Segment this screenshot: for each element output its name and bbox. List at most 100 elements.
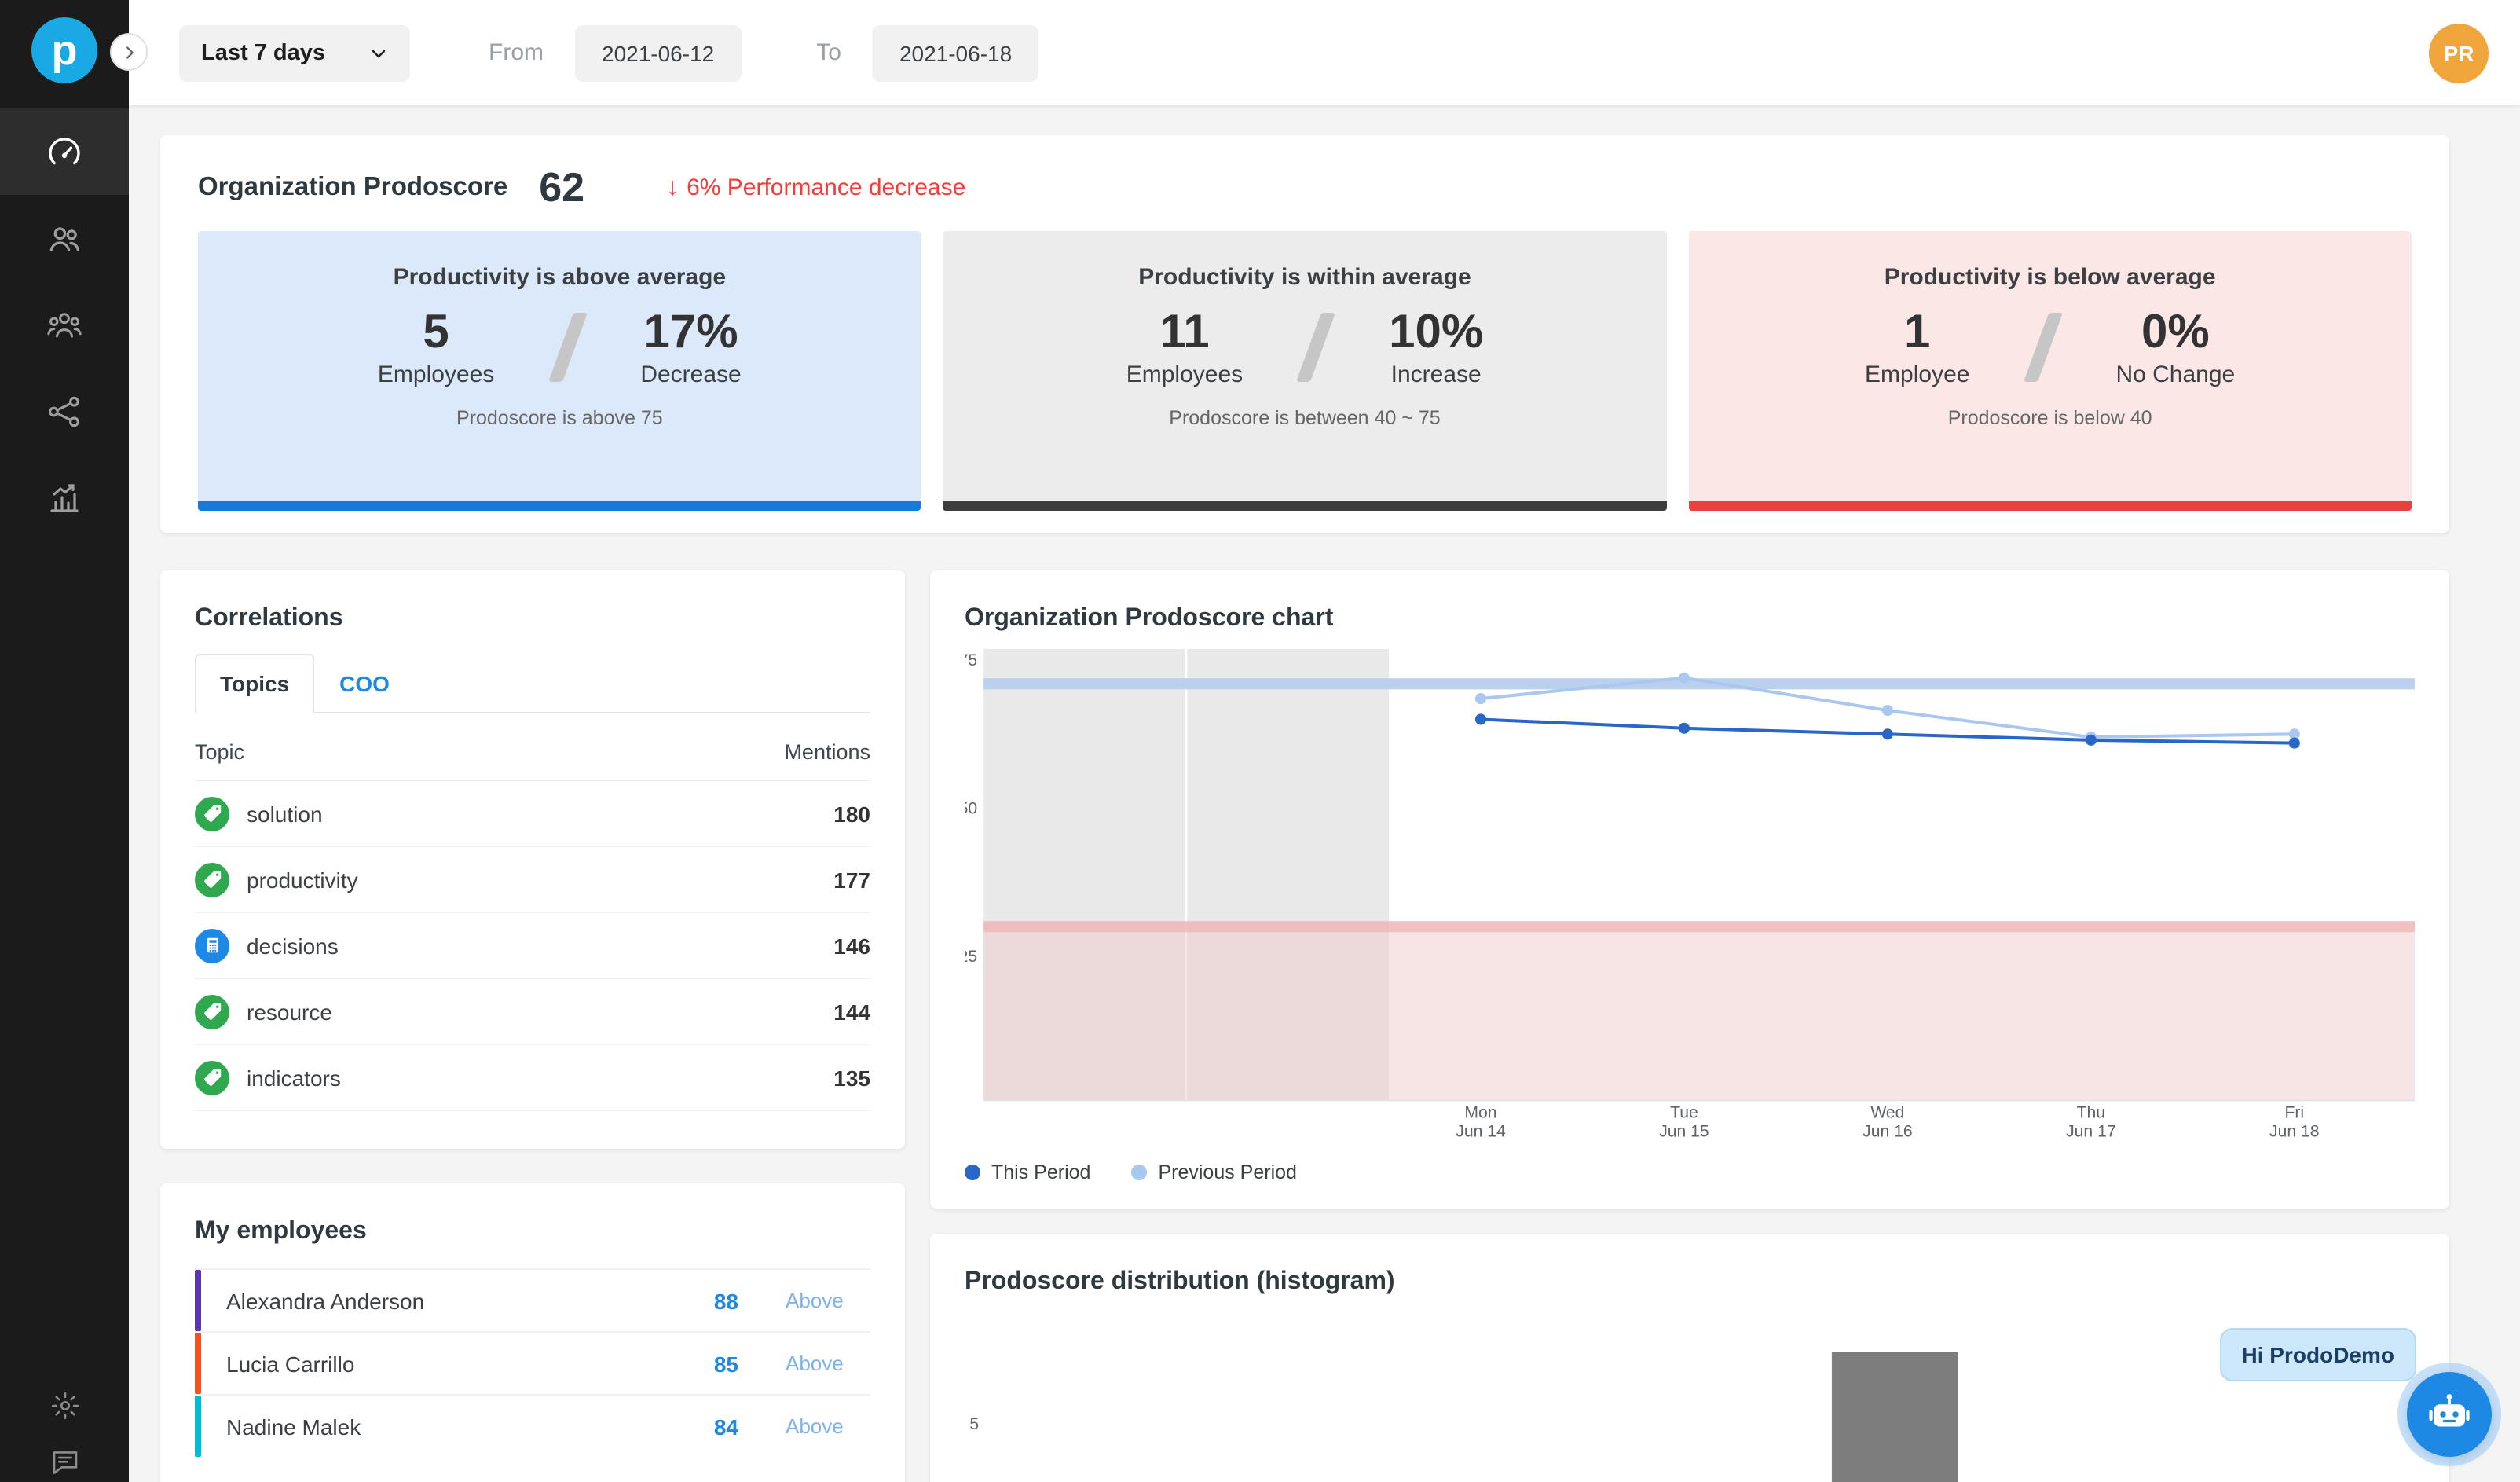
sidebar-bottom <box>0 1389 129 1479</box>
sidebar-item-teams[interactable] <box>0 281 129 368</box>
employee-score: 84 <box>713 1414 738 1439</box>
tag-icon <box>195 796 229 831</box>
topic-name: decisions <box>247 933 339 958</box>
robot-icon <box>2424 1389 2474 1440</box>
employee-name: Alexandra Anderson <box>226 1288 425 1313</box>
chevron-right-icon <box>120 43 137 61</box>
panel-footnote: Prodoscore is above 75 <box>456 407 663 429</box>
sidebar-item-analytics[interactable] <box>0 454 129 541</box>
topic-name: solution <box>247 801 323 826</box>
employee-count-label: Employees <box>1126 361 1244 388</box>
panel-title: Productivity is below average <box>1884 264 2216 291</box>
panel-footnote: Prodoscore is between 40 ~ 75 <box>1169 407 1441 429</box>
employee-color-bar <box>195 1333 201 1394</box>
topic-row[interactable]: resource 144 <box>195 979 870 1045</box>
svg-text:Jun 14: Jun 14 <box>1456 1123 1506 1141</box>
employees-list: Alexandra Anderson 88 Above Lucia Carrillo 8… <box>195 1268 870 1457</box>
histogram-card: Prodoscore distribution (histogram) 5 <box>930 1234 2449 1482</box>
employee-score: 88 <box>713 1288 738 1313</box>
topic-row[interactable]: solution 180 <box>195 781 870 847</box>
employee-count: 1 <box>1904 306 1931 358</box>
app-logo[interactable]: p <box>31 17 97 83</box>
employee-name: Nadine Malek <box>226 1414 361 1439</box>
from-label: From <box>489 39 544 66</box>
to-label: To <box>816 39 841 66</box>
slash-divider <box>1296 313 1336 382</box>
topic-mentions: 177 <box>833 867 870 892</box>
employee-status: Above <box>786 1352 844 1375</box>
chat-widget-button[interactable] <box>2407 1372 2492 1457</box>
gear-icon <box>48 1389 81 1422</box>
users-icon <box>46 219 83 257</box>
productivity-panel-red: Productivity is below average 1 Employee 0%… <box>1688 231 2412 511</box>
prodoscore-histogram-chart[interactable]: 5 <box>965 1313 2415 1482</box>
percent-value: 17% <box>643 306 738 358</box>
employee-row[interactable]: Alexandra Anderson 88 Above <box>195 1268 870 1331</box>
svg-text:Jun 16: Jun 16 <box>1863 1123 1912 1141</box>
tab-topics[interactable]: Topics <box>195 654 315 713</box>
percent-value: 10% <box>1389 306 1484 358</box>
svg-text:Jun 18: Jun 18 <box>2269 1123 2319 1141</box>
svg-text:Mon: Mon <box>1464 1104 1496 1122</box>
productivity-panels: Productivity is above average 5 Employees 1… <box>198 231 2412 511</box>
topic-mentions: 135 <box>833 1065 870 1090</box>
legend-item: This Period <box>965 1162 1090 1184</box>
employee-color-bar <box>195 1270 201 1331</box>
sidebar-item-org-network[interactable] <box>0 368 129 454</box>
sidebar-item-settings[interactable] <box>48 1389 81 1422</box>
topic-name: resource <box>247 999 332 1024</box>
topic-name: productivity <box>247 867 358 892</box>
content-area: Last 7 days From 2021-06-12 To 2021-06-1… <box>129 0 2520 1482</box>
legend-dot <box>1131 1165 1148 1181</box>
percent-label: No Change <box>2115 361 2236 388</box>
sidebar-item-feedback[interactable] <box>48 1446 81 1479</box>
tag-icon <box>195 994 229 1029</box>
from-date-field[interactable]: 2021-06-12 <box>575 24 742 81</box>
svg-text:Thu: Thu <box>2077 1104 2105 1122</box>
topic-row[interactable]: indicators 135 <box>195 1045 870 1111</box>
sidebar-expand-button[interactable] <box>110 33 148 71</box>
topic-mentions: 144 <box>833 999 870 1024</box>
percent-label: Increase <box>1390 361 1482 388</box>
date-range-selector[interactable]: Last 7 days <box>179 24 410 81</box>
topics-table-header: Topic Mentions <box>195 713 870 781</box>
date-range-label: Last 7 days <box>201 40 325 65</box>
organization-score: 62 <box>539 163 585 211</box>
svg-text:Jun 17: Jun 17 <box>2066 1123 2115 1141</box>
correlations-title: Correlations <box>195 605 343 632</box>
tab-coo[interactable]: COO <box>314 655 415 712</box>
employee-count-label: Employees <box>377 361 495 388</box>
slash-divider <box>2023 313 2063 382</box>
my-employees-card: My employees Alexandra Anderson 88 Above Lu… <box>160 1183 905 1482</box>
employee-row[interactable]: Nadine Malek 84 Above <box>195 1394 870 1457</box>
svg-text:25: 25 <box>965 948 977 966</box>
dashboard-columns: Correlations Topics COO Topic Mentions so… <box>160 570 2449 1482</box>
employee-count: 11 <box>1159 306 1210 358</box>
employee-row[interactable]: Lucia Carrillo 85 Above <box>195 1331 870 1394</box>
topic-row[interactable]: decisions 146 <box>195 913 870 979</box>
employee-name: Lucia Carrillo <box>226 1351 355 1376</box>
topics-table-body: solution 180 productivity 177 decisions 146 re… <box>195 781 870 1111</box>
panel-title: Productivity is within average <box>1138 264 1471 291</box>
chevron-down-icon <box>369 43 388 62</box>
employee-color-bar <box>195 1396 201 1457</box>
gauge-icon <box>46 133 83 171</box>
sidebar-item-employees[interactable] <box>0 195 129 281</box>
chat-icon <box>48 1446 81 1479</box>
avatar[interactable]: PR <box>2429 23 2489 83</box>
sidebar-item-dashboard[interactable] <box>0 108 129 195</box>
svg-text:5: 5 <box>969 1416 979 1434</box>
to-date-field[interactable]: 2021-06-18 <box>872 24 1039 81</box>
prodoscore-chart-title: Organization Prodoscore chart <box>965 605 1334 632</box>
svg-text:Fri: Fri <box>2284 1104 2304 1122</box>
percent-label: Decrease <box>640 361 742 388</box>
trend-text: 6% Performance decrease <box>687 174 966 201</box>
topic-name: indicators <box>247 1065 341 1090</box>
legend-item: Previous Period <box>1131 1162 1297 1184</box>
topic-row[interactable]: productivity 177 <box>195 847 870 913</box>
employee-score: 85 <box>713 1351 738 1376</box>
network-icon <box>46 392 83 430</box>
tag-icon <box>195 1060 229 1095</box>
summary-card: Organization Prodoscore 62 ↓ 6% Performa… <box>160 135 2449 533</box>
